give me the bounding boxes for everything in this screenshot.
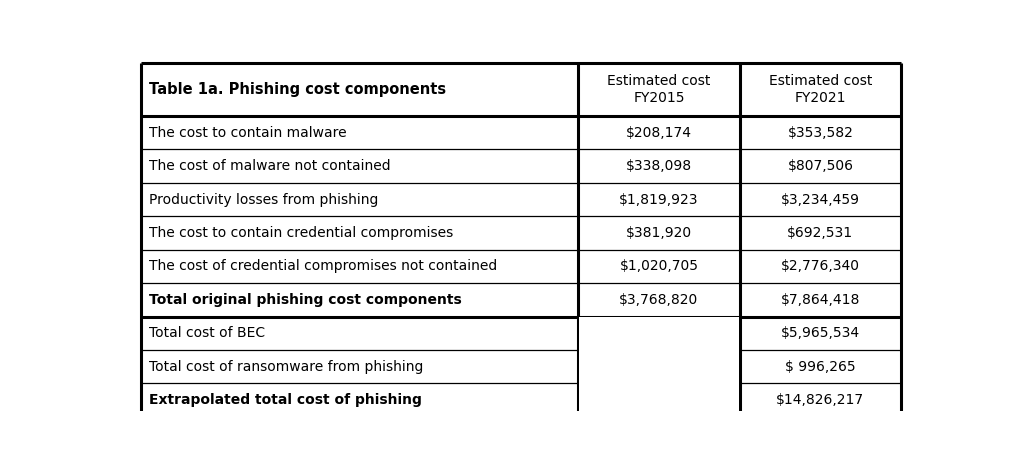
Text: $3,768,820: $3,768,820 <box>619 293 699 307</box>
Text: $1,020,705: $1,020,705 <box>619 259 699 274</box>
Text: $ 996,265: $ 996,265 <box>785 360 855 374</box>
Bar <box>141 383 579 417</box>
Text: $353,582: $353,582 <box>787 126 853 140</box>
Bar <box>739 183 901 216</box>
Text: $208,174: $208,174 <box>625 126 692 140</box>
Bar <box>579 316 739 350</box>
Bar <box>739 350 901 383</box>
Bar <box>739 216 901 249</box>
Text: Total cost of BEC: Total cost of BEC <box>149 326 265 340</box>
Bar <box>141 350 579 383</box>
Bar <box>579 183 739 216</box>
Bar <box>141 249 579 283</box>
Bar <box>579 116 739 149</box>
Text: $7,864,418: $7,864,418 <box>781 293 860 307</box>
Text: The cost of credential compromises not contained: The cost of credential compromises not c… <box>149 259 497 274</box>
Bar <box>739 249 901 283</box>
Bar <box>141 283 579 316</box>
Bar <box>579 283 739 316</box>
Text: $14,826,217: $14,826,217 <box>776 393 864 407</box>
Bar <box>141 216 579 249</box>
Text: $5,965,534: $5,965,534 <box>781 326 860 340</box>
Bar <box>739 149 901 183</box>
Text: Total original phishing cost components: Total original phishing cost components <box>149 293 462 307</box>
Text: Extrapolated total cost of phishing: Extrapolated total cost of phishing <box>149 393 422 407</box>
Text: $381,920: $381,920 <box>625 226 692 240</box>
Bar <box>141 149 579 183</box>
Bar <box>579 216 739 249</box>
Text: The cost to contain credential compromises: The cost to contain credential compromis… <box>149 226 454 240</box>
Bar <box>579 149 739 183</box>
Text: $3,234,459: $3,234,459 <box>781 193 860 207</box>
Text: $1,819,923: $1,819,923 <box>619 193 699 207</box>
Text: Estimated cost
FY2015: Estimated cost FY2015 <box>607 74 711 105</box>
Bar <box>739 63 901 116</box>
Text: The cost of malware not contained: The cost of malware not contained <box>149 159 391 173</box>
Text: $338,098: $338,098 <box>625 159 692 173</box>
Bar <box>141 316 579 350</box>
Bar <box>141 63 579 116</box>
Text: The cost to contain malware: The cost to contain malware <box>149 126 347 140</box>
Text: Total cost of ransomware from phishing: Total cost of ransomware from phishing <box>149 360 423 374</box>
Text: $2,776,340: $2,776,340 <box>781 259 860 274</box>
Bar <box>141 183 579 216</box>
Bar <box>141 116 579 149</box>
Text: Table 1a. Phishing cost components: Table 1a. Phishing cost components <box>149 82 446 97</box>
Text: Estimated cost
FY2021: Estimated cost FY2021 <box>769 74 872 105</box>
Bar <box>579 63 739 116</box>
Bar <box>739 383 901 417</box>
Bar <box>739 116 901 149</box>
Bar <box>579 249 739 283</box>
Bar <box>579 350 739 383</box>
Text: $807,506: $807,506 <box>787 159 853 173</box>
Bar <box>739 316 901 350</box>
Bar <box>739 283 901 316</box>
Bar <box>579 383 739 417</box>
Bar <box>579 317 739 417</box>
Text: Productivity losses from phishing: Productivity losses from phishing <box>149 193 378 207</box>
Text: $692,531: $692,531 <box>787 226 853 240</box>
